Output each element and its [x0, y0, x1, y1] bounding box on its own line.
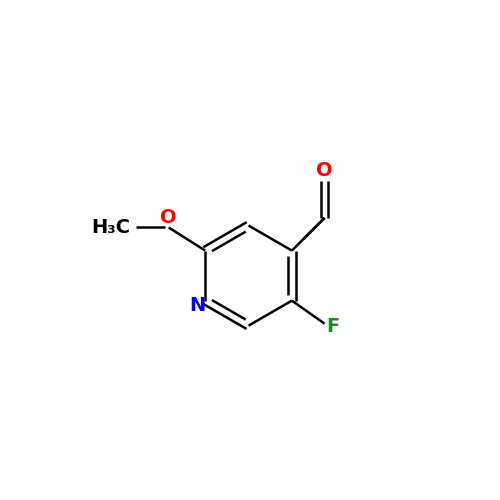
Text: H₃C: H₃C: [91, 218, 130, 237]
Text: F: F: [326, 318, 340, 336]
Text: O: O: [316, 161, 333, 180]
Text: O: O: [160, 208, 177, 228]
Text: N: N: [190, 296, 206, 314]
